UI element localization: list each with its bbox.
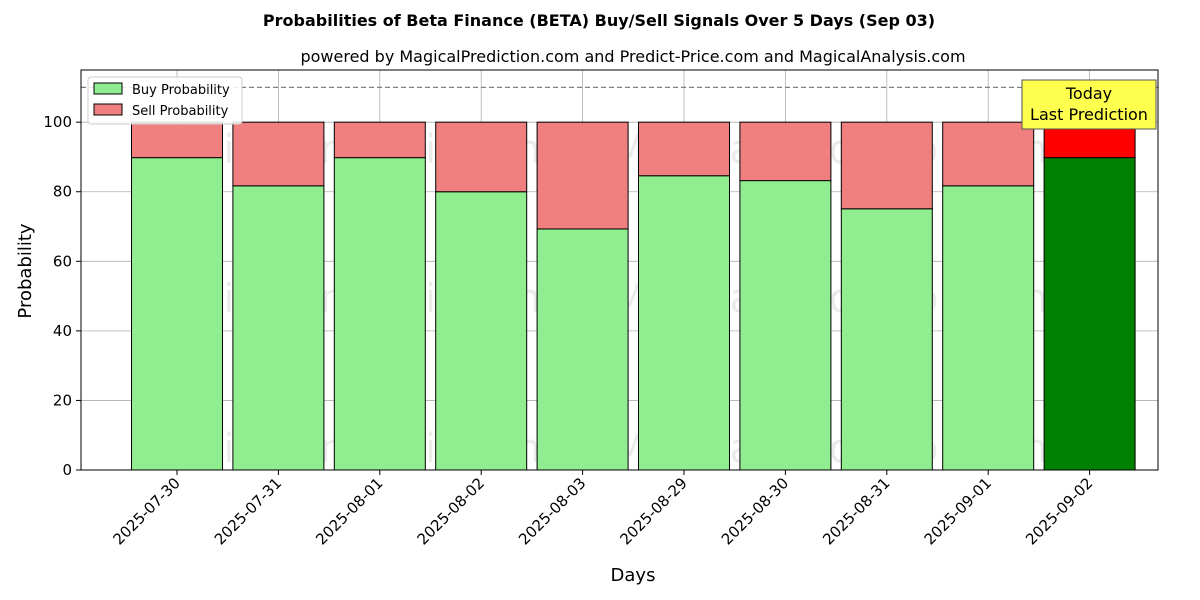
y-axis-label: Probability bbox=[15, 223, 36, 318]
bar-sell bbox=[739, 121, 832, 182]
bar-buy bbox=[232, 185, 325, 471]
bar-buy bbox=[131, 157, 223, 471]
bar-buy bbox=[638, 175, 730, 471]
bar-sell bbox=[435, 121, 528, 193]
legend: Buy Probability Sell Probability bbox=[87, 76, 243, 125]
bar-sell bbox=[333, 121, 426, 159]
y-tick-label: 40 bbox=[53, 322, 72, 340]
y-tick-label: 20 bbox=[53, 391, 72, 409]
x-tick-label: 2025-08-31 bbox=[819, 474, 893, 548]
bar-sell bbox=[131, 121, 223, 159]
bar-buy bbox=[333, 157, 426, 471]
y-tick-label: 0 bbox=[62, 461, 72, 479]
y-tick-label: 100 bbox=[43, 113, 72, 131]
bar-buy bbox=[739, 180, 832, 471]
annotation-line2: Last Prediction bbox=[1030, 105, 1148, 124]
legend-swatch-buy bbox=[93, 82, 123, 95]
x-tick-label: 2025-08-03 bbox=[515, 474, 589, 548]
x-tick-label: 2025-09-02 bbox=[1022, 474, 1096, 548]
annotation-line1: Today bbox=[1065, 84, 1112, 103]
bar-sell bbox=[232, 121, 325, 187]
today-annotation: Today Last Prediction bbox=[1021, 79, 1157, 130]
bar-sell bbox=[840, 121, 933, 210]
legend-label-buy: Buy Probability bbox=[132, 83, 230, 98]
x-tick-label: 2025-08-29 bbox=[616, 474, 690, 548]
x-tick-label: 2025-08-02 bbox=[414, 474, 488, 548]
x-axis-label: Days bbox=[611, 565, 656, 586]
x-tick-label: 2025-08-30 bbox=[718, 474, 792, 548]
bar-buy bbox=[435, 191, 528, 471]
y-axis: 0 20 40 60 80 100 bbox=[43, 113, 81, 479]
x-tick-label: 2025-07-30 bbox=[109, 474, 183, 548]
x-tick-label: 2025-07-31 bbox=[211, 474, 285, 548]
legend-swatch-sell bbox=[93, 103, 123, 116]
bar-sell bbox=[536, 121, 629, 230]
bar-sell bbox=[638, 121, 730, 177]
legend-box bbox=[87, 76, 243, 125]
bar-buy bbox=[942, 185, 1035, 471]
chart-title: Probabilities of Beta Finance (BETA) Buy… bbox=[263, 11, 935, 30]
bar-buy bbox=[536, 228, 629, 471]
x-tick-label: 2025-08-01 bbox=[312, 474, 386, 548]
x-tick-label: 2025-09-01 bbox=[921, 474, 995, 548]
y-tick-label: 80 bbox=[53, 183, 72, 201]
x-axis: 2025-07-30 2025-07-31 2025-08-01 2025-08-02… bbox=[109, 470, 1096, 548]
bars bbox=[131, 121, 1136, 471]
bar-buy bbox=[840, 208, 933, 471]
y-tick-label: 60 bbox=[53, 252, 72, 270]
bar-sell bbox=[942, 121, 1035, 187]
legend-label-sell: Sell Probability bbox=[132, 104, 229, 119]
chart-subtitle: powered by MagicalPrediction.com and Pre… bbox=[300, 47, 965, 66]
annotation-box bbox=[1021, 79, 1157, 130]
plot-frame bbox=[80, 69, 1159, 471]
bar-buy bbox=[1043, 157, 1136, 471]
